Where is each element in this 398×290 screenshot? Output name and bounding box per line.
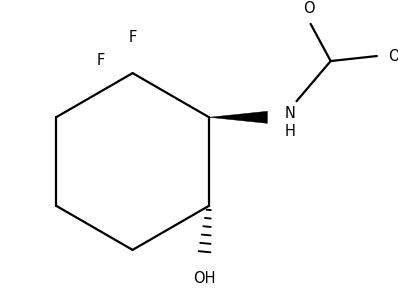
Text: F: F — [129, 30, 137, 45]
Text: O: O — [303, 1, 314, 16]
Text: N: N — [285, 106, 295, 121]
Text: OH: OH — [193, 271, 215, 286]
Text: O: O — [388, 48, 398, 64]
Text: F: F — [96, 52, 104, 68]
Text: H: H — [285, 124, 295, 139]
Polygon shape — [209, 111, 267, 123]
